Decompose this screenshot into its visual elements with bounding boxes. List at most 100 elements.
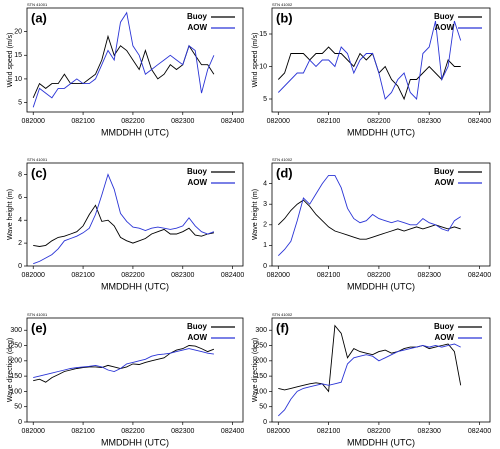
- x-tick-label: 082200: [121, 118, 144, 125]
- x-tick-label: 082000: [267, 118, 290, 125]
- legend-label: Buoy: [187, 167, 208, 176]
- legend-label: AOW: [434, 333, 454, 342]
- panel-label: (c): [31, 165, 47, 180]
- y-tick-label: 2: [18, 240, 22, 247]
- x-axis-title: MMDDHH (UTC): [101, 127, 169, 137]
- y-axis-title: Wave height (m): [252, 189, 259, 240]
- x-axis-title: MMDDHH (UTC): [347, 127, 415, 137]
- data-line: [277, 343, 461, 417]
- y-axis-title: Wave direction (deg): [7, 338, 14, 402]
- panel-label: (d): [276, 165, 293, 180]
- x-tick-label: 082400: [221, 118, 244, 125]
- y-tick-label: 100: [255, 388, 267, 395]
- y-tick-label: 8: [18, 171, 22, 178]
- x-tick-label: 082200: [367, 428, 390, 435]
- legend-label: AOW: [187, 178, 207, 187]
- y-tick-label: 6: [18, 194, 22, 201]
- x-tick-label: 082000: [267, 428, 290, 435]
- y-axis-title: Wind speed (m/s): [252, 33, 259, 88]
- legend-label: Buoy: [187, 12, 208, 21]
- x-tick-label: 082000: [22, 272, 45, 279]
- data-line: [277, 199, 461, 240]
- legend-label: AOW: [187, 23, 207, 32]
- x-tick-label: 082200: [367, 118, 390, 125]
- y-tick-label: 250: [255, 342, 267, 349]
- x-axis-title: MMDDHH (UTC): [101, 437, 169, 447]
- panel-label: (f): [276, 320, 289, 335]
- y-tick-label: 15: [14, 52, 22, 59]
- x-tick-label: 082300: [418, 272, 441, 279]
- y-tick-label: 250: [10, 342, 22, 349]
- data-line: [277, 20, 462, 100]
- y-axis-title: Wave direction (deg): [252, 338, 259, 402]
- y-axis-title: Wind speed (m/s): [7, 33, 14, 88]
- plot-frame: [26, 317, 244, 423]
- legend-label: Buoy: [434, 167, 455, 176]
- y-tick-label: 50: [14, 404, 22, 411]
- station-label: STN 41001: [27, 157, 48, 162]
- data-line: [33, 204, 214, 247]
- legend-label: AOW: [434, 23, 454, 32]
- y-tick-label: 0: [18, 263, 22, 270]
- plot-frame: [26, 7, 244, 113]
- y-tick-label: 4: [263, 180, 267, 187]
- y-tick-label: 150: [10, 373, 22, 380]
- y-tick-label: 15: [259, 31, 267, 38]
- plot-frame: [26, 162, 244, 267]
- y-tick-label: 10: [259, 63, 267, 70]
- x-tick-label: 082100: [71, 118, 94, 125]
- data-line: [278, 324, 462, 393]
- panel-label: (a): [31, 10, 47, 25]
- x-tick-label: 082300: [171, 118, 194, 125]
- y-tick-label: 4: [18, 217, 22, 224]
- data-line: [277, 174, 461, 257]
- y-tick-label: 1: [263, 242, 267, 249]
- station-label: STN 41002: [272, 157, 293, 162]
- y-tick-label: 150: [255, 373, 267, 380]
- x-tick-label: 082200: [121, 428, 144, 435]
- x-tick-label: 082400: [221, 272, 244, 279]
- plot-frame: [271, 162, 491, 267]
- x-tick-label: 082100: [317, 118, 340, 125]
- station-label: STN 41002: [272, 2, 293, 7]
- y-tick-label: 0: [263, 419, 267, 426]
- station-label: STN 41001: [27, 312, 48, 317]
- x-tick-label: 082300: [171, 272, 194, 279]
- x-tick-label: 082400: [468, 272, 491, 279]
- x-tick-label: 082200: [121, 272, 144, 279]
- x-tick-label: 082400: [468, 118, 491, 125]
- x-tick-label: 082100: [317, 428, 340, 435]
- x-axis-title: MMDDHH (UTC): [347, 281, 415, 291]
- y-tick-label: 5: [263, 96, 267, 103]
- panel-label: (b): [276, 10, 293, 25]
- data-line: [33, 173, 215, 265]
- panel-label: (e): [31, 320, 47, 335]
- x-tick-label: 082300: [418, 428, 441, 435]
- legend-label: Buoy: [434, 12, 455, 21]
- y-tick-label: 5: [18, 99, 22, 106]
- y-tick-label: 200: [255, 358, 267, 365]
- x-tick-label: 082400: [468, 428, 491, 435]
- y-tick-label: 10: [14, 76, 22, 83]
- y-tick-label: 200: [10, 358, 22, 365]
- y-tick-label: 50: [259, 404, 267, 411]
- data-line: [277, 46, 461, 101]
- x-tick-label: 082200: [367, 272, 390, 279]
- x-tick-label: 082100: [317, 272, 340, 279]
- y-tick-label: 2: [263, 222, 267, 229]
- data-line: [32, 11, 215, 108]
- x-tick-label: 082300: [418, 118, 441, 125]
- y-tick-label: 20: [14, 28, 22, 35]
- x-tick-label: 082000: [22, 428, 45, 435]
- plot-frame: [271, 317, 491, 423]
- x-tick-label: 082100: [71, 272, 94, 279]
- y-axis-title: Wave height (m): [7, 189, 14, 240]
- x-tick-label: 082000: [267, 272, 290, 279]
- data-line: [33, 348, 214, 379]
- legend-label: Buoy: [187, 322, 208, 331]
- station-label: STN 41001: [27, 2, 48, 7]
- data-line: [33, 345, 215, 383]
- legend-label: Buoy: [434, 322, 455, 331]
- x-tick-label: 082300: [171, 428, 194, 435]
